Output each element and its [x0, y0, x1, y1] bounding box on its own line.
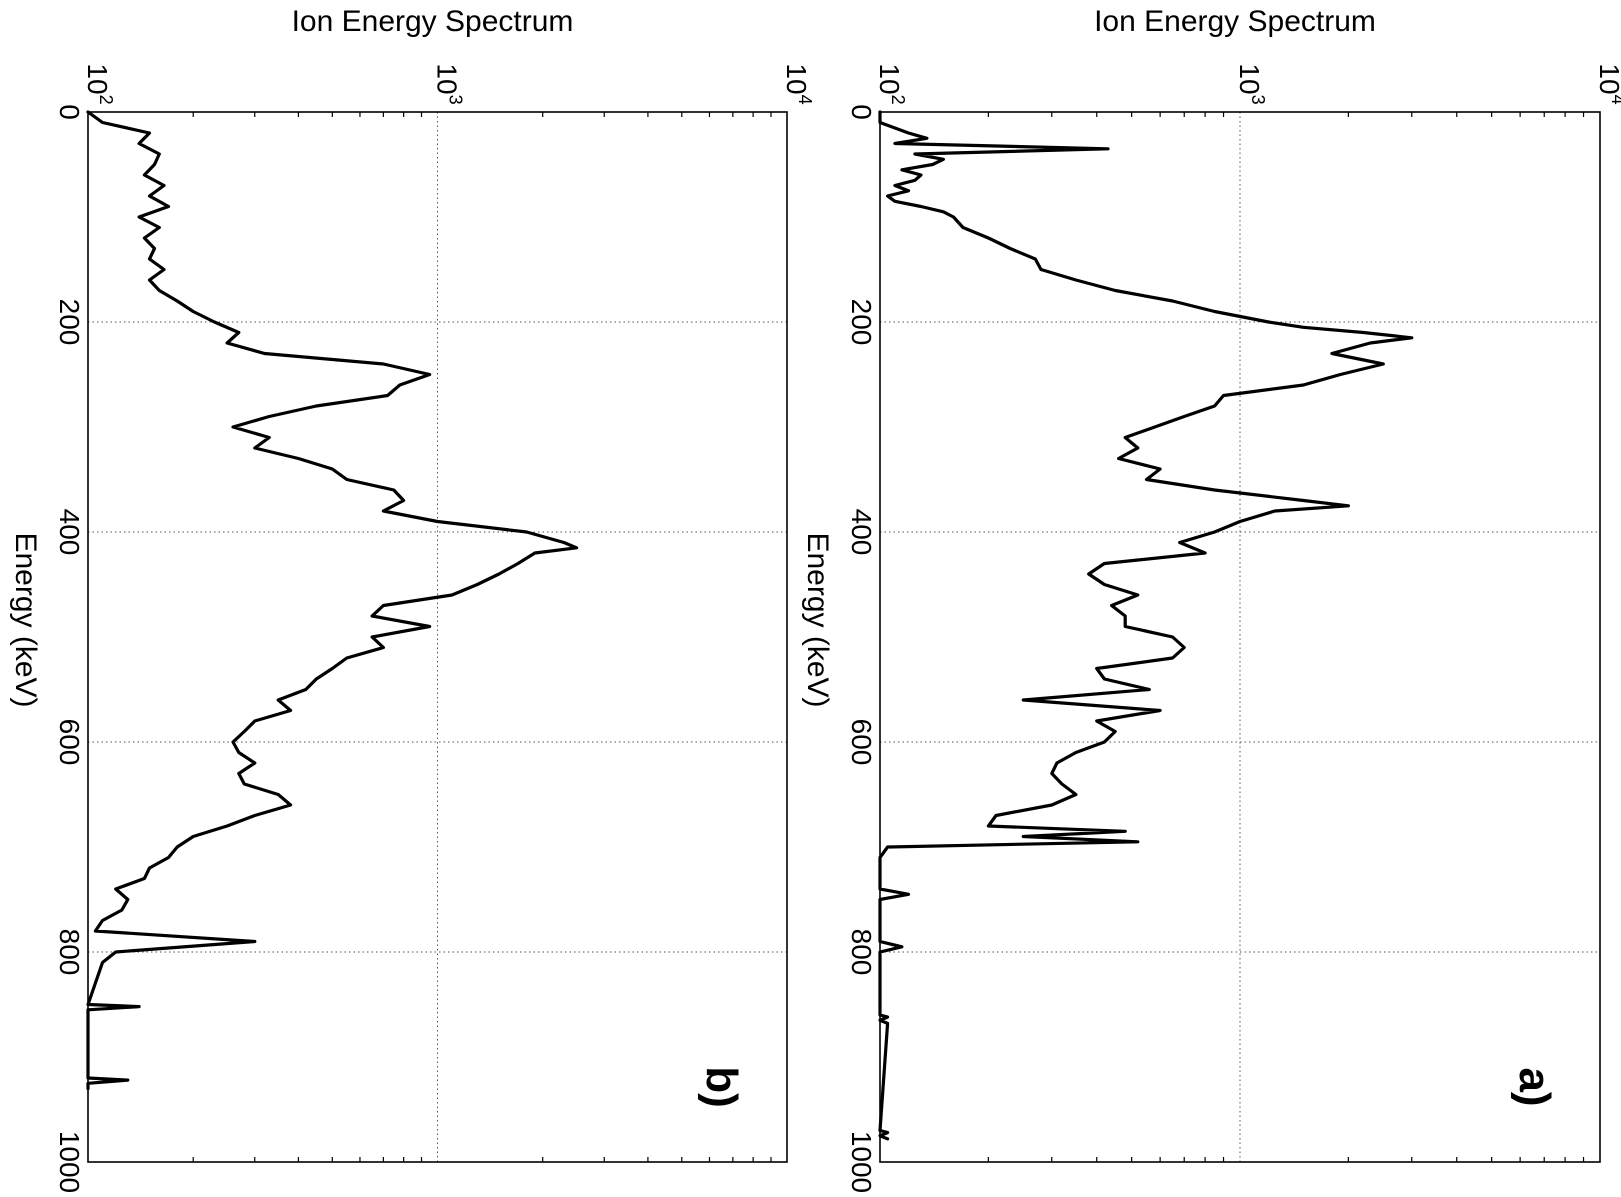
x-tick-label: 1000 [846, 1131, 877, 1193]
y-tick-base: 10 [781, 63, 812, 94]
y-tick-exponent: 3 [1248, 95, 1268, 105]
x-tick-label: 200 [54, 299, 85, 346]
series-line [878, 110, 1414, 1141]
x-axis-label: Energy (keV) [801, 532, 834, 707]
plot-frame [87, 111, 788, 1163]
x-axis-label: Energy (keV) [9, 532, 42, 707]
plot-frame [879, 111, 1601, 1163]
x-tick-label: 0 [846, 104, 877, 120]
y-tick-exponent: 4 [1608, 95, 1621, 105]
y-tick-exponent: 4 [795, 95, 815, 105]
x-tick-label: 1000 [54, 1131, 85, 1193]
y-tick-base: 10 [1594, 63, 1621, 94]
y-tick-base: 10 [1234, 63, 1265, 94]
series-line [86, 110, 579, 1091]
chart-title: Ion Energy Spectrum [292, 5, 574, 38]
x-tick-label: 600 [846, 719, 877, 766]
y-tick-exponent: 2 [96, 95, 116, 105]
y-tick-label: 102 [874, 63, 908, 104]
x-tick-label: 800 [54, 929, 85, 976]
x-tick-label: 600 [54, 719, 85, 766]
chart-title: Ion Energy Spectrum [1094, 5, 1376, 38]
x-tick-label: 400 [846, 509, 877, 556]
y-tick-base: 10 [432, 63, 463, 94]
panel-label: b) [697, 1066, 746, 1108]
y-tick-label: 103 [1234, 63, 1268, 104]
y-tick-exponent: 2 [888, 95, 908, 105]
x-tick-label: 0 [54, 104, 85, 120]
panel-label: a) [1510, 1067, 1559, 1106]
y-tick-label: 104 [1594, 63, 1621, 104]
y-tick-label: 102 [82, 63, 116, 104]
y-tick-base: 10 [82, 63, 113, 94]
x-tick-label: 800 [846, 929, 877, 976]
x-tick-label: 200 [846, 299, 877, 346]
y-tick-exponent: 3 [446, 95, 466, 105]
y-tick-label: 103 [432, 63, 466, 104]
x-tick-label: 400 [54, 509, 85, 556]
y-tick-base: 10 [874, 63, 905, 94]
y-tick-label: 104 [781, 63, 815, 104]
